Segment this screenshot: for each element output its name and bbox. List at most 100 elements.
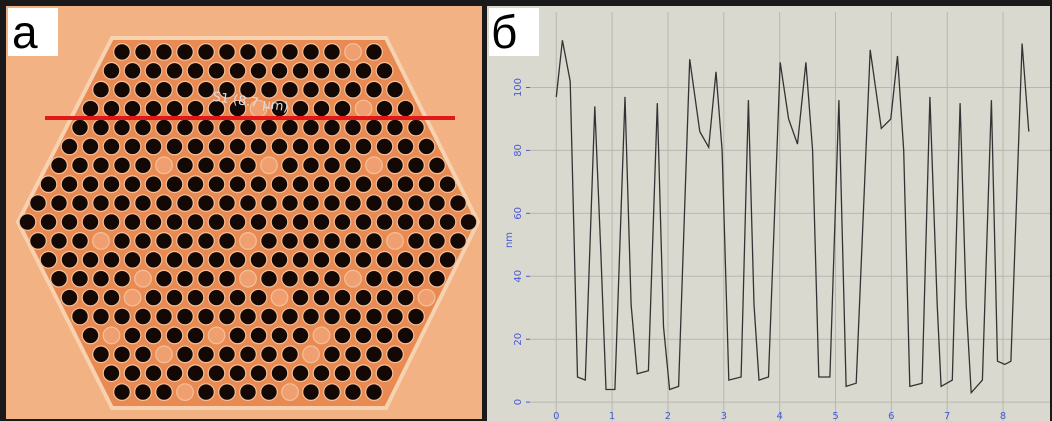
hole [261,233,278,250]
hole [439,251,456,268]
hole [334,138,351,155]
hole [103,365,120,382]
hole [345,195,362,212]
hole [271,214,288,231]
hole [103,251,120,268]
hole [376,138,393,155]
hole [355,176,372,193]
hole [156,233,173,250]
hole [429,157,446,174]
hole [376,327,393,344]
y-tick-label: 40 [513,270,524,283]
hole [219,308,236,325]
hole [324,44,341,61]
hole [156,384,173,401]
hole [397,327,414,344]
hole [145,214,162,231]
hole [72,119,89,136]
hole [208,251,225,268]
hole [355,251,372,268]
hole [303,81,320,98]
hole [40,251,57,268]
hole [229,63,246,80]
hole [229,176,246,193]
hole [240,195,257,212]
hole [145,138,162,155]
hole [103,214,120,231]
hole [156,81,173,98]
defect [135,270,152,287]
hole [271,251,288,268]
hole [366,44,383,61]
hole [271,176,288,193]
y-tick-label: 0 [513,399,524,405]
hole [324,346,341,363]
hole [198,384,215,401]
hole [313,176,330,193]
hole [460,214,477,231]
hole [82,138,99,155]
hole [187,289,204,306]
hole [282,346,299,363]
hole [429,270,446,287]
hole [240,308,257,325]
hole [376,214,393,231]
hole [187,214,204,231]
hole [103,289,120,306]
hole [166,138,183,155]
hole [156,270,173,287]
hole [156,44,173,61]
hole [240,119,257,136]
hole [208,365,225,382]
hole [408,270,425,287]
hole [271,63,288,80]
hole [135,157,152,174]
hole [334,214,351,231]
hole [345,308,362,325]
hole [366,119,383,136]
hole [177,81,194,98]
hole [187,251,204,268]
hole [145,63,162,80]
hole [124,214,141,231]
hole [282,233,299,250]
hole [166,63,183,80]
hole [261,384,278,401]
hole [219,384,236,401]
hole [51,195,68,212]
defect [240,233,257,250]
hole [208,289,225,306]
hole [408,157,425,174]
hole [103,100,120,117]
x-tick-label: 4 [776,411,782,421]
hole [135,346,152,363]
hole [271,327,288,344]
hole [198,270,215,287]
hole [261,270,278,287]
hole [303,384,320,401]
defect [345,270,362,287]
hole [208,176,225,193]
hole [366,233,383,250]
hole [208,138,225,155]
hole [387,346,404,363]
hole [271,365,288,382]
hole [334,365,351,382]
hole [219,346,236,363]
hole [397,214,414,231]
defect [271,289,288,306]
hole [187,365,204,382]
hole [219,119,236,136]
hole [324,233,341,250]
hole [345,233,362,250]
hole [324,119,341,136]
hole [303,44,320,61]
hole [313,100,330,117]
hole [93,346,110,363]
hole [187,327,204,344]
hole [135,384,152,401]
defect [103,327,120,344]
hole [124,365,141,382]
hole [429,233,446,250]
